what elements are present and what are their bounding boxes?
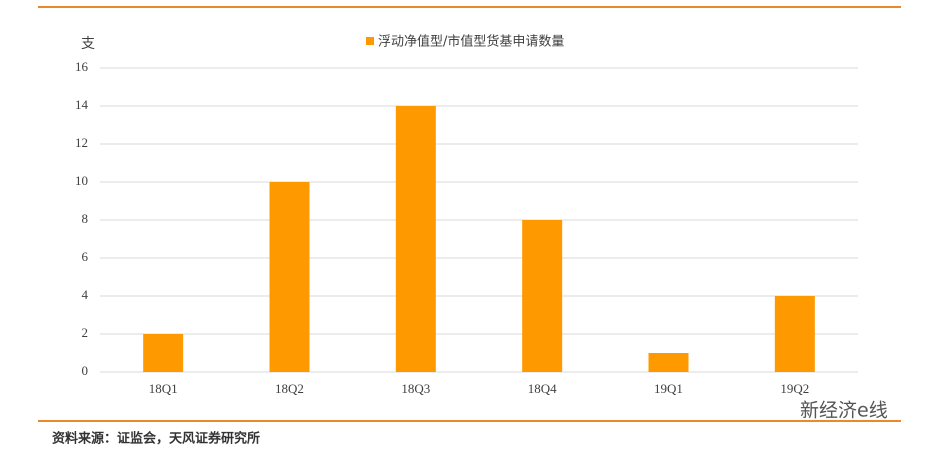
y-axis-label: 支 <box>81 36 95 52</box>
x-tick-label: 19Q2 <box>780 381 809 396</box>
bar <box>774 296 815 372</box>
bar <box>395 106 436 372</box>
y-tick-label: 0 <box>82 363 89 378</box>
source-note: 资料来源：证监会，天风证券研究所 <box>52 431 260 447</box>
x-tick-label: 19Q1 <box>654 381 683 396</box>
x-tick-label: 18Q2 <box>275 381 304 396</box>
bar <box>269 182 310 372</box>
y-tick-label: 14 <box>75 97 89 112</box>
legend-swatch <box>366 37 374 45</box>
x-tick-label: 18Q4 <box>528 381 557 396</box>
x-tick-label: 18Q3 <box>401 381 430 396</box>
legend-label: 浮动净值型/市值型货基申请数量 <box>378 34 564 50</box>
y-tick-label: 4 <box>82 287 89 302</box>
bar <box>648 353 689 372</box>
bar <box>522 220 563 372</box>
y-tick-label: 12 <box>75 135 88 150</box>
y-tick-label: 6 <box>82 249 89 264</box>
bar <box>143 334 184 372</box>
y-tick-label: 2 <box>82 325 89 340</box>
y-tick-label: 10 <box>75 173 88 188</box>
watermark: 新经济e线 <box>800 400 888 422</box>
x-tick-label: 18Q1 <box>149 381 178 396</box>
y-tick-label: 8 <box>82 211 89 226</box>
y-tick-label: 16 <box>75 59 89 74</box>
